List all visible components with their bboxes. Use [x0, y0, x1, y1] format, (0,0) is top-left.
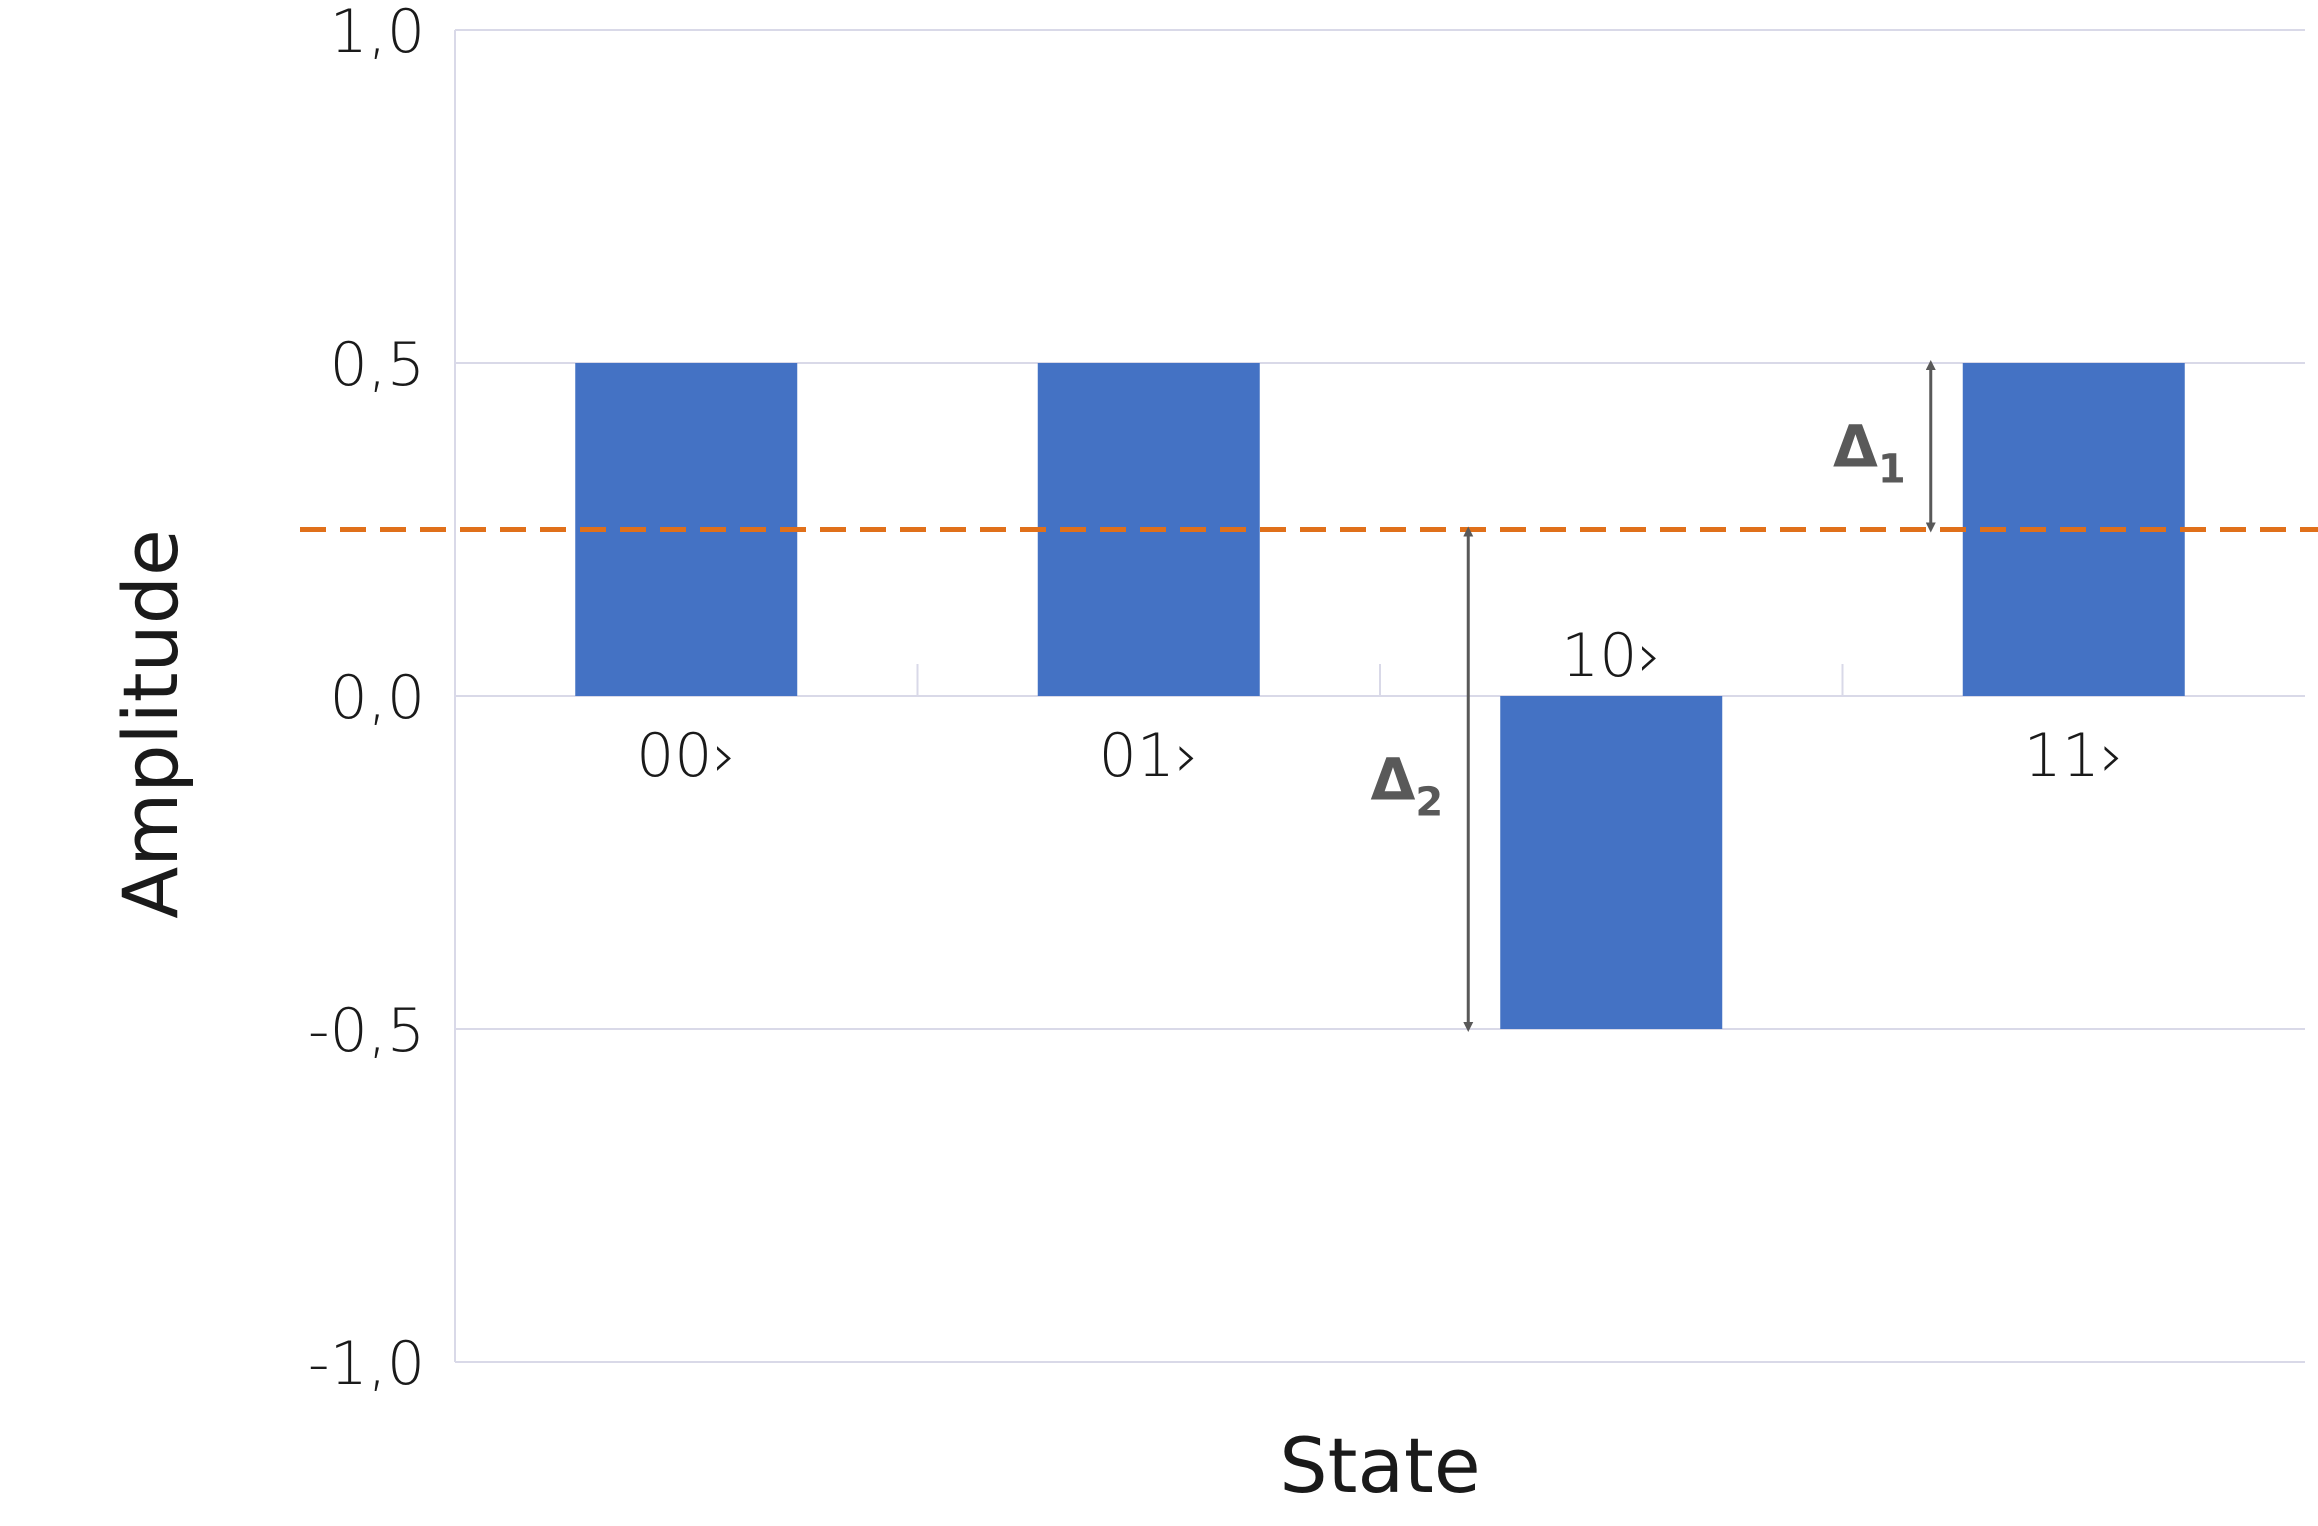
- category-label: 01›: [1099, 721, 1199, 791]
- delta-label-1: Δ1: [1833, 412, 1906, 492]
- x-axis-title: State: [1279, 1421, 1480, 1510]
- y-tick-label: 0,0: [330, 663, 425, 733]
- y-tick-label: 1,0: [330, 0, 425, 67]
- annotation-layer: Δ1 Δ2: [1371, 360, 1936, 1032]
- category-label: 10›: [1561, 621, 1661, 691]
- y-axis-title: Amplitude: [106, 529, 195, 918]
- y-tick-label: -1,0: [308, 1329, 425, 1399]
- category-label: 00›: [636, 721, 736, 791]
- bar-2: [1500, 696, 1723, 1029]
- category-label: 11›: [2024, 721, 2124, 791]
- y-tick-label: 0,5: [330, 330, 425, 400]
- y-tick-label: -0,5: [308, 996, 425, 1066]
- delta-label-2: Δ2: [1371, 745, 1444, 825]
- label-layer: 1,0 0,5 0,0 -0,5 -1,0 00› 01› 10› 11›: [308, 0, 2124, 1399]
